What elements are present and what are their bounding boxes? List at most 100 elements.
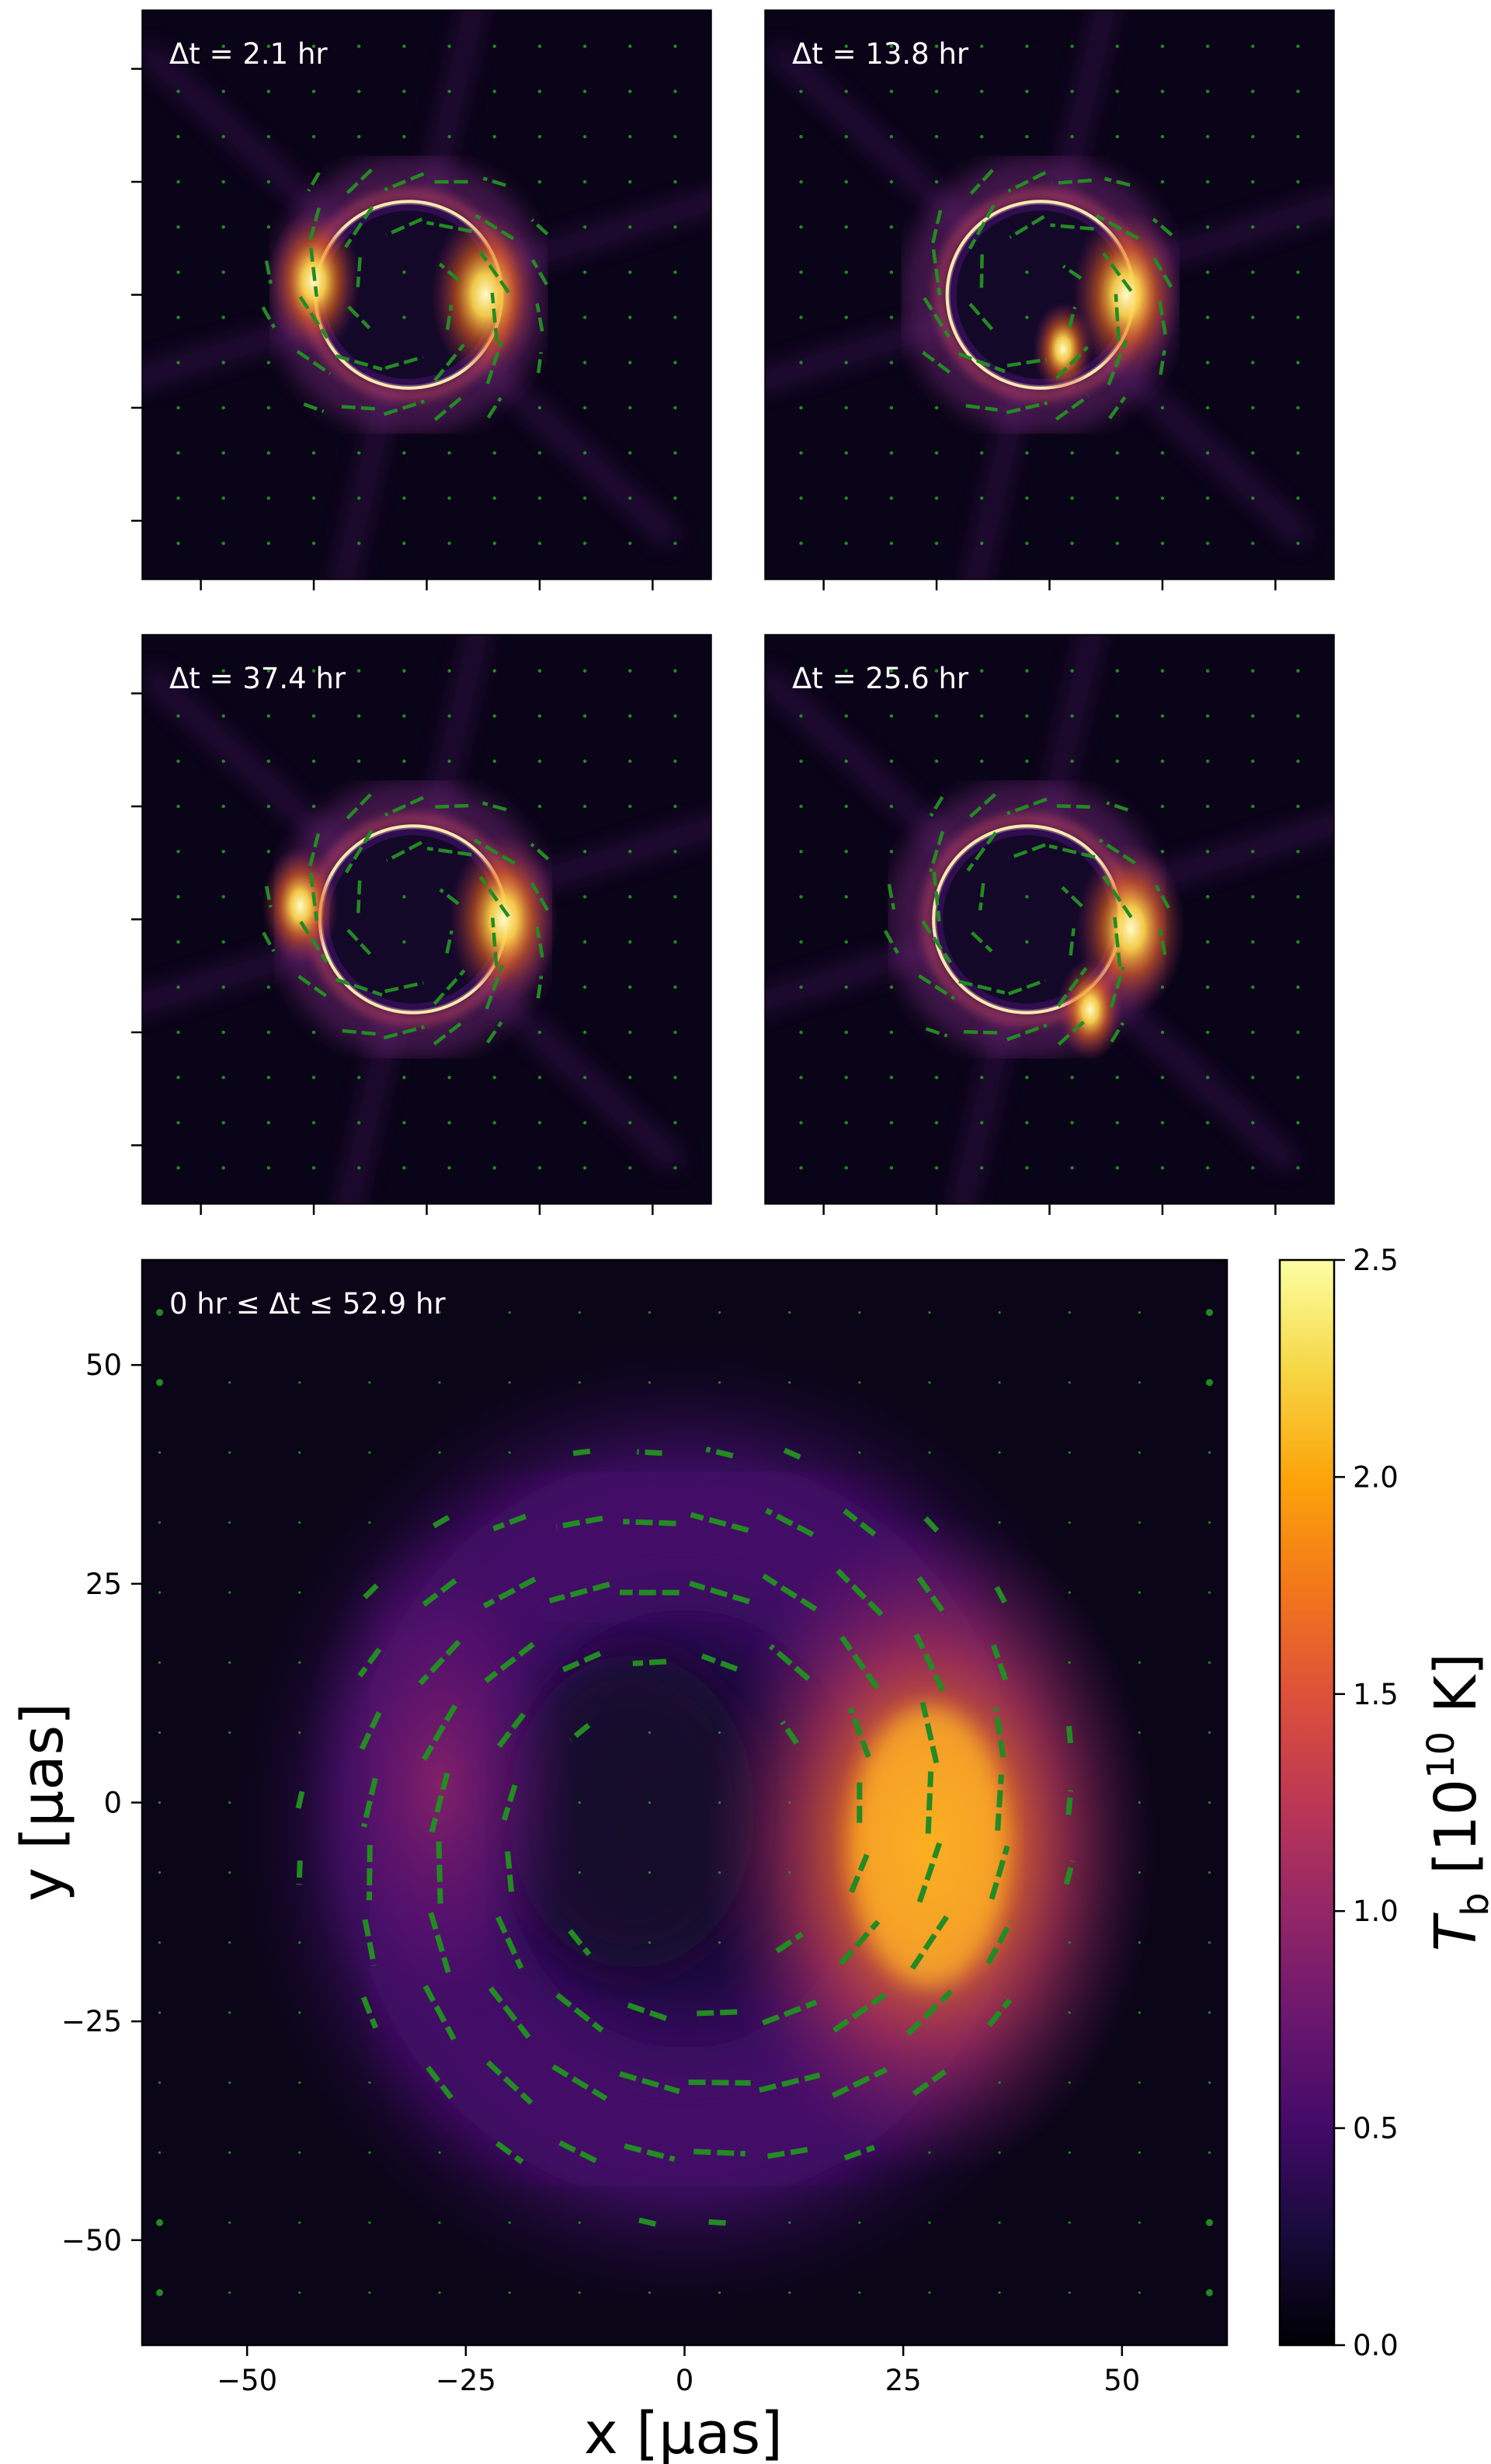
polarization-dot: [1251, 1030, 1255, 1035]
polarization-tick: [296, 350, 332, 376]
polarization-dot: [1251, 1166, 1255, 1170]
polarization-dot: [648, 2291, 652, 2295]
polarization-dot: [1115, 714, 1119, 718]
polarization-dot: [1205, 405, 1210, 410]
polarization-dot: [1205, 360, 1210, 364]
polarization-tick: [335, 353, 383, 371]
polarization-tick: [985, 1920, 1013, 1965]
polarization-tick: [887, 883, 896, 910]
hotspot: [262, 846, 339, 966]
colorbar-tick-label: 1.5: [1353, 1678, 1399, 1711]
polarization-tick: [418, 1639, 461, 1686]
polarization-dot: [799, 1075, 803, 1080]
polarization-tick: [768, 1644, 811, 1682]
x-tick-label: 0: [676, 2364, 694, 2397]
polarization-dot: [718, 1941, 721, 1944]
polarization-dot: [889, 270, 894, 274]
polarization-tick: [308, 833, 321, 870]
polarization-tick: [439, 888, 460, 906]
polarization-dot: [156, 1379, 164, 1387]
polarization-tick: [422, 1984, 457, 2041]
snapshot-panel-1: [142, 10, 711, 579]
polarization-dot: [537, 89, 542, 93]
polarization-dot: [357, 134, 361, 139]
polarization-dot: [311, 759, 316, 764]
polarization-tick: [491, 917, 499, 966]
polarization-dot: [1205, 179, 1210, 184]
polarization-tick: [347, 305, 371, 329]
y-tick-label: −50: [61, 2224, 122, 2257]
polarization-dot: [1296, 940, 1300, 944]
polarization-dot: [368, 1451, 371, 1454]
polarization-dot: [221, 270, 225, 274]
polarization-dot: [1205, 1075, 1210, 1080]
polarization-tick: [335, 977, 383, 997]
polarization-tick: [1065, 1790, 1073, 1815]
hotspot: [1057, 958, 1123, 1061]
polarization-dot: [718, 1801, 721, 1804]
polarization-tick: [919, 1701, 940, 1764]
polarization-tick: [298, 295, 329, 339]
polarization-tick: [967, 792, 997, 820]
polarization-dot: [1025, 669, 1029, 673]
polarization-dot: [176, 405, 180, 410]
polarization-dot: [844, 541, 848, 545]
polarization-tick: [1154, 884, 1171, 909]
polarization-dot: [1205, 89, 1210, 93]
polarization-dot: [266, 714, 271, 718]
polarization-dot: [221, 804, 225, 809]
polarization-tick: [1006, 357, 1048, 367]
polarization-dot: [492, 1121, 496, 1125]
polarization-tick: [429, 1515, 450, 1530]
polarization-dot: [221, 1166, 225, 1170]
polarization-dot: [1025, 451, 1029, 455]
polarization-dot: [628, 669, 632, 673]
polarization-tick: [995, 1774, 1004, 1831]
polarization-dot: [673, 895, 677, 899]
polarization-dot: [628, 134, 632, 139]
polarization-tick: [632, 1658, 667, 1666]
polarization-dot: [1070, 44, 1074, 48]
polarization-dot: [673, 669, 677, 673]
polarization-dot: [628, 940, 632, 944]
polarization-tick: [307, 172, 321, 192]
polarization-dot: [788, 1381, 791, 1384]
polarization-dot: [176, 1030, 180, 1035]
polarization-dot: [298, 1731, 301, 1734]
polarization-dot: [298, 2011, 301, 2014]
polarization-dot: [1160, 134, 1165, 139]
polarization-dot: [582, 714, 587, 718]
polarization-dot: [673, 360, 677, 364]
polarization-dot: [402, 44, 406, 48]
polarization-dot: [311, 451, 316, 455]
polarization-dot: [158, 1801, 162, 1804]
polarization-dot: [673, 315, 677, 319]
polarization-dot: [980, 669, 984, 673]
polarization-tick: [345, 168, 373, 196]
polarization-dot: [266, 134, 271, 139]
polarization-dot: [628, 451, 632, 455]
polarization-dot: [357, 714, 361, 718]
polarization-dot: [1205, 895, 1210, 899]
polarization-dot: [889, 1121, 894, 1125]
polarization-dot: [508, 1310, 511, 1314]
polarization-dot: [311, 1121, 316, 1125]
polarization-tick: [297, 975, 330, 1000]
polarization-tick: [1050, 223, 1094, 231]
polarization-dot: [1205, 2219, 1213, 2226]
polarization-dot: [582, 179, 587, 184]
polarization-tick: [303, 402, 325, 413]
polarization-dot: [438, 1451, 441, 1454]
polarization-tick: [485, 2060, 533, 2105]
polarization-dot: [1251, 360, 1255, 364]
polarization-dot: [628, 89, 632, 93]
polarization-dot: [402, 669, 406, 673]
polarization-dot: [158, 1731, 162, 1734]
polarization-dot: [438, 1381, 441, 1384]
polarization-dot: [221, 850, 225, 854]
polarization-dot: [221, 985, 225, 989]
polarization-dot: [492, 714, 496, 718]
y-axis-label: y [μas]: [9, 1703, 76, 1902]
polarization-tick: [485, 1021, 503, 1044]
x-tick-label: 25: [885, 2364, 922, 2397]
